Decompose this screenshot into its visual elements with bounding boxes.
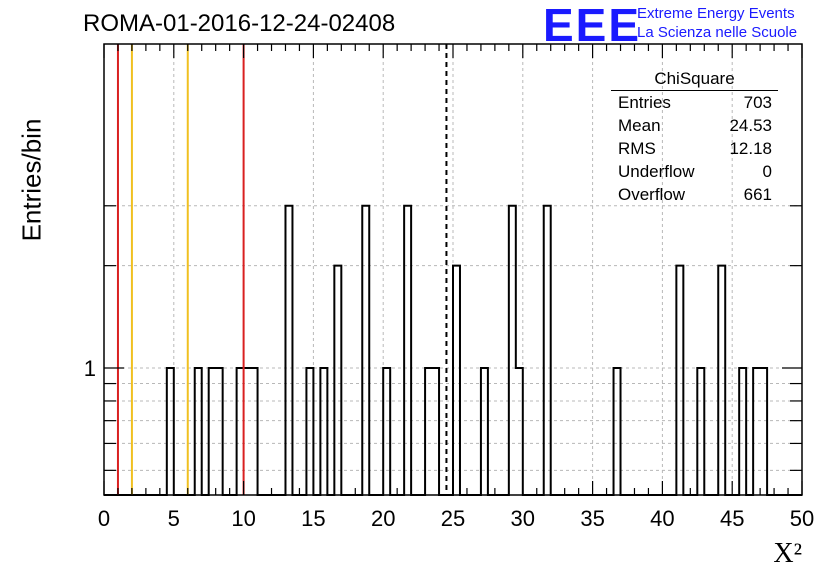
stats-value: 24.53 — [729, 116, 772, 135]
histogram-bin — [362, 206, 369, 495]
histogram-bin — [718, 266, 725, 495]
histogram-bin — [320, 368, 327, 495]
x-tick-label: 40 — [650, 506, 674, 531]
histogram-bin — [697, 368, 704, 495]
x-tick-label: 30 — [511, 506, 535, 531]
reference-lines — [116, 44, 448, 495]
histogram-bin — [216, 368, 223, 495]
histogram-bin — [453, 266, 460, 495]
stats-value: 0 — [762, 162, 772, 181]
histogram-bin — [209, 368, 216, 495]
x-tick-label: 50 — [790, 506, 814, 531]
histogram-bin — [753, 368, 760, 495]
histogram-bin — [516, 368, 523, 495]
histogram-bin — [739, 368, 746, 495]
histogram-bin — [306, 368, 313, 495]
histogram-bin — [237, 368, 244, 495]
x-tick-label: 0 — [98, 506, 110, 531]
histogram-bins — [104, 204, 802, 496]
eee-logo: EEE — [543, 0, 642, 51]
y-tick-label: 1 — [84, 356, 96, 381]
stats-row: Mean 24.53 — [611, 114, 778, 137]
stats-row: Underflow 0 — [611, 160, 778, 183]
histogram-bin — [383, 368, 390, 495]
x-tick-label: 35 — [580, 506, 604, 531]
stats-label: Mean — [618, 116, 661, 135]
histogram-bin — [760, 368, 767, 495]
histogram-outline — [104, 204, 802, 496]
stats-value: 12.18 — [729, 139, 772, 158]
x-axis-label: X² — [773, 538, 802, 569]
x-tick-label: 15 — [301, 506, 325, 531]
histogram-bin — [509, 206, 516, 495]
x-tick-label: 5 — [168, 506, 180, 531]
logo-line-2: La Scienza nelle Scuole — [637, 24, 798, 41]
stats-row: RMS 12.18 — [611, 137, 778, 160]
histogram-bin — [425, 368, 432, 495]
histogram-bin — [432, 368, 439, 495]
histogram-bin — [676, 266, 683, 495]
stats-value: 703 — [743, 93, 772, 112]
x-tick-labels: 0 5 10 15 20 25 30 35 40 45 50 — [98, 506, 814, 531]
stats-label: RMS — [618, 139, 656, 158]
stats-label: Overflow — [618, 185, 686, 204]
histogram-bin — [481, 368, 488, 495]
chart-title: ROMA-01-2016-12-24-02408 — [83, 10, 396, 37]
y-axis-label: Entries/bin — [16, 118, 47, 242]
x-tick-label: 10 — [231, 506, 255, 531]
stats-box: ChiSquare Entries 703 Mean 24.53 RMS 12.18 … — [611, 68, 778, 206]
logo-line-1: Extreme Energy Events — [637, 5, 795, 22]
stats-label: Entries — [618, 93, 671, 112]
stats-row: Overflow 661 — [611, 183, 778, 206]
histogram-bin — [244, 368, 251, 495]
histogram-bin — [544, 206, 551, 495]
eee-logo-caption: Extreme Energy Events La Scienza nelle S… — [637, 4, 797, 42]
x-tick-label: 25 — [441, 506, 465, 531]
histogram-bin — [614, 368, 621, 495]
histogram-bin — [251, 368, 258, 495]
stats-label: Underflow — [618, 162, 695, 181]
histogram-bin — [285, 206, 292, 495]
y-tick-labels: 1 — [84, 356, 96, 381]
axis-ticks — [103, 44, 803, 495]
x-tick-label: 45 — [720, 506, 744, 531]
stats-title: ChiSquare — [611, 68, 778, 91]
stats-value: 661 — [743, 185, 772, 204]
x-tick-label: 20 — [371, 506, 395, 531]
stats-row: Entries 703 — [611, 91, 778, 114]
histogram-bin — [167, 368, 174, 495]
histogram-bin — [334, 266, 341, 495]
histogram-bin — [195, 368, 202, 495]
histogram-bin — [404, 206, 411, 495]
